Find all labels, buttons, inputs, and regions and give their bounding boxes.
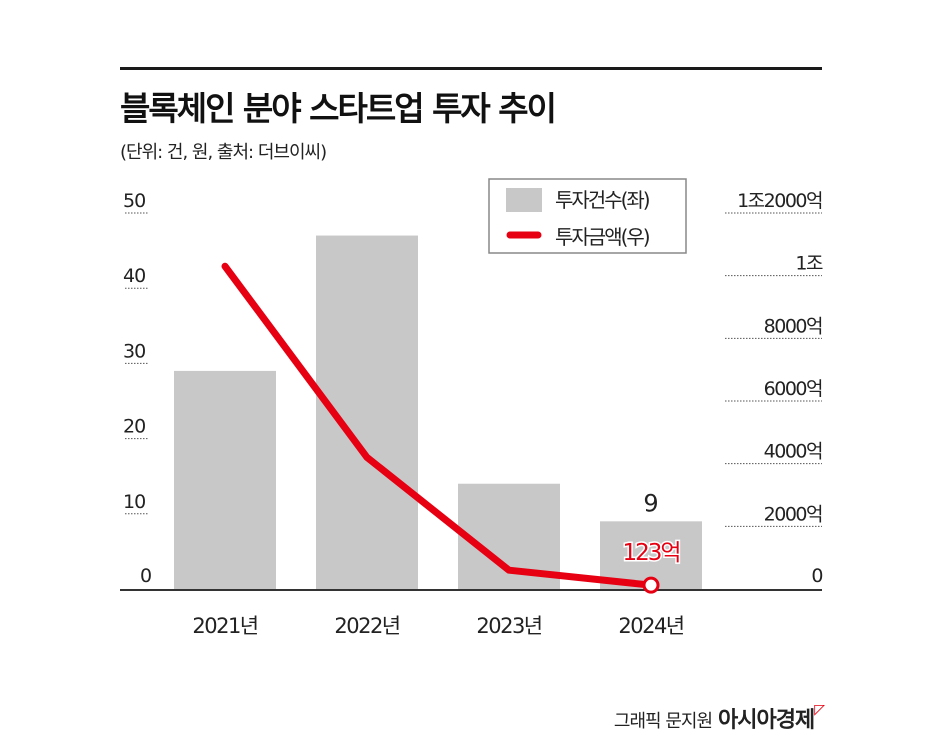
title-rule — [120, 67, 822, 70]
brand-mark-icon: ◸ — [814, 702, 825, 718]
line-end-marker — [642, 576, 660, 594]
right-tick-label: 1조2000억 — [737, 190, 822, 212]
x-tick-label: 2021년 — [192, 614, 257, 638]
line-series — [221, 262, 655, 589]
graphic-credit: 그래픽 문지원 — [613, 711, 713, 732]
footer: 그래픽 문지원 아시아경제◸ — [613, 702, 825, 734]
chart-subtitle: (단위: 건, 원, 출처: 더브이씨) — [120, 142, 327, 163]
legend-label: 투자건수(좌) — [555, 188, 650, 212]
right-tick-label: 4000억 — [764, 441, 822, 463]
legend-box — [488, 178, 687, 254]
legend-bar-swatch — [506, 188, 542, 212]
right-tick-label: 1조 — [795, 253, 823, 275]
x-tick-label: 2022년 — [334, 614, 399, 638]
x-tick-label: 2024년 — [618, 614, 683, 638]
left-tick-label: 10 — [123, 491, 145, 513]
right-tick-label: 2000억 — [764, 503, 822, 525]
line-data-label: 123억 — [622, 540, 679, 566]
legend-label: 투자금액(우) — [555, 225, 650, 249]
x-tick-label: 2023년 — [476, 614, 541, 638]
right-tick-label: 8000억 — [764, 315, 822, 337]
right-tick-label: 0 — [811, 565, 822, 587]
chart-title: 블록체인 분야 스타트업 투자 추이 — [120, 89, 557, 128]
left-tick-label: 40 — [123, 265, 145, 287]
brand-logo: 아시아경제 — [718, 708, 815, 733]
right-tick-label: 6000억 — [764, 378, 822, 400]
left-tick-label: 50 — [123, 190, 145, 212]
bar-data-label: 9 — [643, 489, 658, 517]
left-tick-label: 20 — [123, 416, 145, 438]
left-tick-label: 0 — [140, 565, 151, 587]
left-tick-label: 30 — [123, 340, 145, 362]
bar-2021년 — [174, 370, 276, 589]
